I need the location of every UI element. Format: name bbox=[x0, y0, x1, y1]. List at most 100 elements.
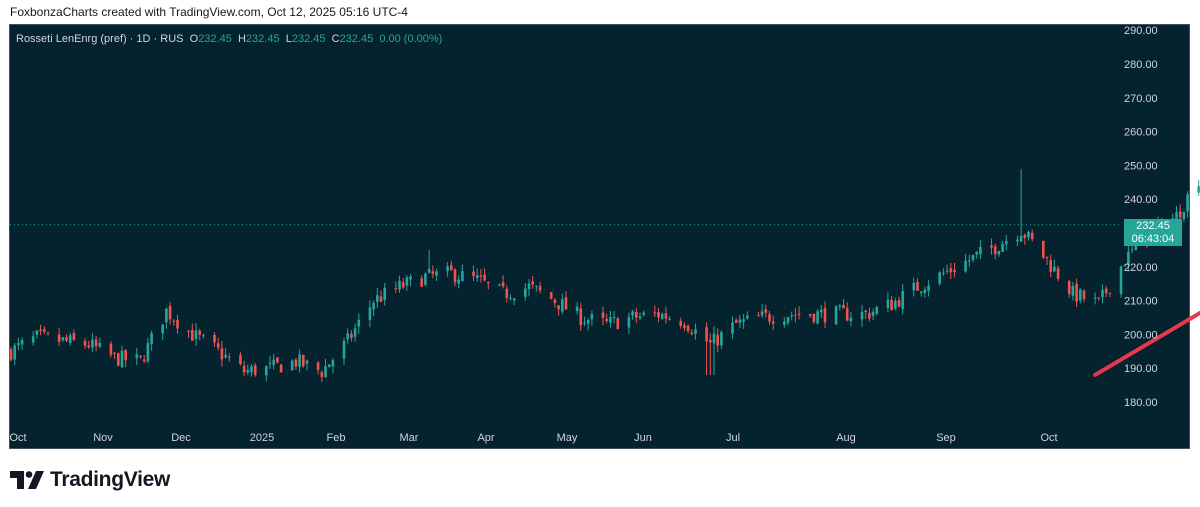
candle-body bbox=[498, 284, 501, 286]
candle-body bbox=[57, 334, 61, 342]
x-tick-label: Dec bbox=[171, 432, 191, 444]
x-tick-label: Feb bbox=[327, 432, 346, 444]
candle-body bbox=[997, 251, 1001, 255]
bar-countdown: 06:43:04 bbox=[1131, 233, 1175, 245]
candle-body bbox=[435, 271, 438, 276]
tradingview-logo-icon bbox=[10, 471, 44, 489]
y-tick-label: 180.00 bbox=[1124, 397, 1158, 409]
candle-body bbox=[579, 308, 583, 326]
candle-body bbox=[372, 303, 375, 310]
candle-body bbox=[524, 288, 527, 297]
candle-body bbox=[117, 353, 120, 366]
chart-panel[interactable] bbox=[9, 24, 1190, 449]
candle-body bbox=[1075, 283, 1078, 302]
candle-body bbox=[242, 365, 246, 373]
candle-body bbox=[938, 272, 941, 284]
candle-body bbox=[65, 337, 68, 341]
candle-body bbox=[768, 314, 771, 322]
candle-body bbox=[124, 350, 127, 361]
y-tick-label: 200.00 bbox=[1124, 329, 1158, 341]
candle-body bbox=[83, 340, 87, 346]
candle-body bbox=[1093, 297, 1097, 299]
x-tick-label: Oct bbox=[1040, 432, 1057, 444]
last-price-value: 232.45 bbox=[1136, 220, 1170, 232]
candle-body bbox=[487, 282, 490, 284]
candle-body bbox=[253, 365, 257, 376]
tradingview-brand[interactable]: TradingView bbox=[10, 467, 170, 493]
candle-body bbox=[224, 354, 227, 358]
candle-body bbox=[35, 330, 39, 335]
candle-body bbox=[642, 312, 645, 315]
candle-body bbox=[239, 355, 242, 365]
candle-body bbox=[1130, 249, 1134, 251]
candle-body bbox=[20, 340, 24, 345]
candle-body bbox=[808, 314, 812, 316]
candle-body bbox=[409, 276, 412, 280]
candle-body bbox=[279, 364, 283, 373]
price-axis: 180.00190.00200.00210.00220.00230.00240.… bbox=[1124, 25, 1158, 409]
candle-body bbox=[1123, 265, 1126, 267]
candle-body bbox=[746, 315, 749, 319]
candle-body bbox=[346, 333, 349, 340]
candle-body bbox=[512, 298, 516, 301]
candle-body bbox=[790, 315, 793, 317]
candle-body bbox=[398, 280, 401, 290]
candle-body bbox=[213, 334, 216, 343]
candle-body bbox=[1197, 186, 1200, 193]
candle-body bbox=[405, 277, 409, 286]
candle-body bbox=[990, 245, 993, 248]
candle-body bbox=[1127, 251, 1130, 266]
candle-body bbox=[316, 362, 320, 370]
candle-body bbox=[764, 309, 768, 313]
candle-body bbox=[268, 362, 272, 364]
candle-body bbox=[531, 281, 534, 285]
candle-body bbox=[135, 354, 139, 359]
candle-body bbox=[527, 283, 531, 290]
x-tick-label: Jul bbox=[726, 432, 740, 444]
candle-body bbox=[927, 285, 930, 291]
candle-body bbox=[228, 356, 231, 358]
candle-body bbox=[357, 319, 361, 327]
candle-body bbox=[320, 372, 324, 378]
candle-body bbox=[191, 330, 194, 341]
candle-body bbox=[705, 327, 708, 342]
candle-body bbox=[472, 271, 475, 277]
x-tick-label: Mar bbox=[400, 432, 419, 444]
candle-body bbox=[627, 317, 631, 328]
candle-body bbox=[94, 339, 98, 347]
candle-body bbox=[120, 350, 124, 368]
candle-body bbox=[216, 343, 220, 348]
candle-body bbox=[1101, 289, 1104, 298]
candle-body bbox=[1175, 212, 1178, 220]
candle-body bbox=[1027, 231, 1030, 238]
y-tick-label: 210.00 bbox=[1124, 296, 1158, 308]
candle-body bbox=[894, 300, 897, 309]
candle-body bbox=[376, 295, 379, 302]
candle-body bbox=[13, 345, 16, 360]
candle-body bbox=[383, 287, 386, 301]
y-tick-label: 260.00 bbox=[1124, 127, 1158, 139]
candle-body bbox=[161, 324, 164, 334]
candle-body bbox=[1045, 256, 1049, 258]
brand-name: TradingView bbox=[50, 468, 171, 491]
close-label: C bbox=[331, 33, 340, 45]
candle-body bbox=[834, 306, 838, 325]
candle-body bbox=[1030, 232, 1034, 240]
candle-body bbox=[1119, 266, 1123, 294]
candle-body bbox=[350, 333, 353, 338]
candle-body bbox=[17, 343, 20, 346]
candle-body bbox=[653, 312, 657, 314]
candle-body bbox=[475, 275, 479, 279]
candle-body bbox=[457, 279, 460, 284]
open-value: 232.45 bbox=[198, 33, 232, 45]
candle-body bbox=[731, 322, 734, 334]
candle-body bbox=[912, 282, 916, 291]
candle-body bbox=[720, 332, 723, 346]
candle-body bbox=[953, 269, 956, 273]
candle-body bbox=[1082, 290, 1086, 300]
candle-body bbox=[139, 355, 142, 358]
candle-body bbox=[897, 300, 901, 307]
high-label: H bbox=[237, 33, 246, 45]
candle-body bbox=[327, 364, 331, 368]
